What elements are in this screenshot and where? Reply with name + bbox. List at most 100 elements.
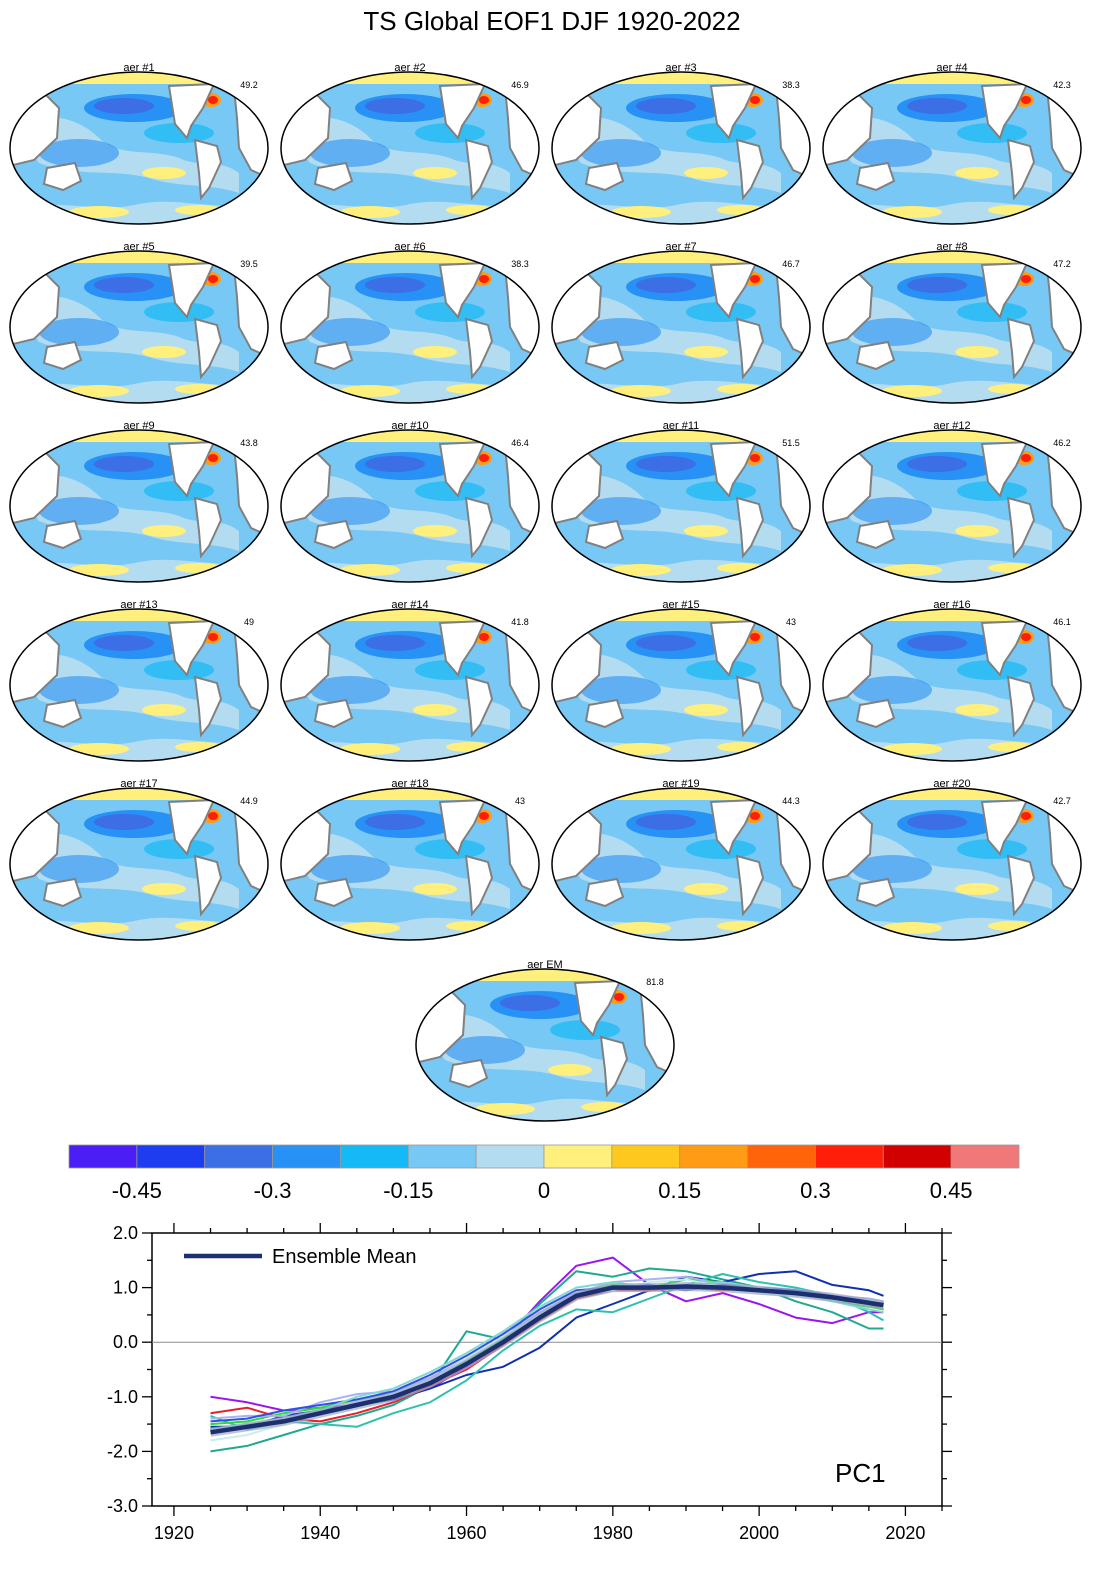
colorbar-swatch <box>204 1144 273 1169</box>
colorbar-swatch <box>679 1144 748 1169</box>
map-panel: aer #10 46.4 <box>280 420 540 586</box>
colorbar-swatch <box>340 1144 409 1169</box>
map-panel: aer #16 46.1 <box>822 599 1082 765</box>
ensemble-mean-line <box>210 1284 884 1435</box>
y-tick-label: 0.0 <box>113 1332 138 1352</box>
y-tick-label: -2.0 <box>107 1441 138 1461</box>
pc1-chart: 1920 1940 1960 1980 2000 2020 -3.0 -2.0 -1.0 0.0 1… <box>107 1223 952 1543</box>
colorbar-swatch <box>611 1144 681 1169</box>
panel-variance: 46.2 <box>1053 438 1071 448</box>
colorbar-tick-label: -0.15 <box>383 1178 433 1203</box>
colorbar-swatch <box>272 1144 341 1169</box>
colorbar-swatch <box>815 1144 884 1169</box>
panel-variance: 46.1 <box>1053 617 1071 627</box>
colorbar-swatch <box>950 1144 1020 1169</box>
map-panel: aer #15 43 <box>551 599 811 765</box>
map-panel: aer #6 38.3 <box>280 241 540 407</box>
world-map <box>280 247 540 407</box>
panel-label: aer #14 <box>391 599 428 611</box>
map-panel: aer EM 81.8 <box>415 959 675 1125</box>
colorbar-swatch <box>407 1144 477 1169</box>
panel-label: aer #3 <box>665 62 696 74</box>
figure-title: TS Global EOF1 DJF 1920-2022 <box>363 6 741 36</box>
map-panel: aer #7 46.7 <box>551 241 811 407</box>
panel-variance: 46.4 <box>511 438 529 448</box>
colorbar-tick-label: 0.3 <box>800 1178 831 1203</box>
panel-variance: 39.5 <box>240 259 258 269</box>
world-map <box>822 426 1082 586</box>
member-series-line <box>210 1273 884 1431</box>
panel-label: aer #15 <box>662 599 699 611</box>
panel-label: aer #8 <box>936 241 967 253</box>
x-tick-label: 2000 <box>739 1523 779 1543</box>
world-map <box>822 68 1082 228</box>
colorbar-tick-label: 0.15 <box>658 1178 701 1203</box>
panel-variance: 43 <box>515 796 525 806</box>
panel-label: aer EM <box>527 959 562 971</box>
panel-label: aer #16 <box>933 599 970 611</box>
colorbar-tick-label: 0 <box>538 1178 550 1203</box>
panel-label: aer #4 <box>936 62 967 74</box>
panel-label: aer #6 <box>394 241 425 253</box>
member-series-line <box>210 1267 884 1453</box>
world-map <box>9 784 269 944</box>
panel-label: aer #1 <box>123 62 154 74</box>
world-map <box>280 605 540 765</box>
world-map <box>822 784 1082 944</box>
panel-variance: 44.9 <box>240 796 258 806</box>
colorbar-tick-label: -0.45 <box>112 1178 162 1203</box>
colorbar-swatch <box>882 1144 952 1169</box>
panel-label: aer #9 <box>123 420 154 432</box>
y-tick-label: 1.0 <box>113 1278 138 1298</box>
colorbar-swatch <box>747 1144 816 1169</box>
world-map <box>551 784 811 944</box>
panel-variance: 44.3 <box>782 796 800 806</box>
legend-label: Ensemble Mean <box>272 1246 417 1268</box>
colorbar: -0.45 -0.3 -0.15 0 0.15 0.3 0.45 <box>68 1144 1020 1203</box>
colorbar-swatch <box>68 1144 138 1169</box>
world-map <box>9 247 269 407</box>
map-panel: aer #5 39.5 <box>9 241 269 407</box>
panel-variance: 47.2 <box>1053 259 1071 269</box>
map-panel: aer #19 44.3 <box>551 778 811 944</box>
colorbar-swatch <box>136 1144 206 1169</box>
panel-variance: 49 <box>244 617 254 627</box>
colorbar-swatch <box>543 1144 613 1169</box>
map-panel: aer #14 41.8 <box>280 599 540 765</box>
panel-label: aer #17 <box>120 778 157 790</box>
chart-title: PC1 <box>835 1458 886 1488</box>
panel-label: aer #2 <box>394 62 425 74</box>
world-map <box>551 426 811 586</box>
world-map <box>415 965 675 1125</box>
x-tick-label: 2020 <box>885 1523 925 1543</box>
panel-label: aer #19 <box>662 778 699 790</box>
panel-variance: 46.7 <box>782 259 800 269</box>
world-map <box>551 605 811 765</box>
y-tick-label: -3.0 <box>107 1496 138 1516</box>
y-tick-label: -1.0 <box>107 1387 138 1407</box>
panel-variance: 43 <box>786 617 796 627</box>
x-tick-label: 1940 <box>300 1523 340 1543</box>
colorbar-swatch <box>475 1144 545 1169</box>
panel-variance: 46.9 <box>511 80 529 90</box>
map-panel: aer #13 49 <box>9 599 269 765</box>
map-panel: aer #17 44.9 <box>9 778 269 944</box>
panel-label: aer #20 <box>933 778 970 790</box>
y-tick-label: 2.0 <box>113 1223 138 1243</box>
map-panel: aer #18 43 <box>280 778 540 944</box>
world-map <box>9 426 269 586</box>
map-panel: aer #20 42.7 <box>822 778 1082 944</box>
colorbar-tick-label: -0.3 <box>254 1178 292 1203</box>
world-map <box>9 68 269 228</box>
panel-label: aer #10 <box>391 420 428 432</box>
world-map <box>9 605 269 765</box>
world-map <box>280 426 540 586</box>
map-panel: aer #11 51.5 <box>551 420 811 586</box>
colorbar-tick-label: 0.45 <box>930 1178 973 1203</box>
panel-label: aer #12 <box>933 420 970 432</box>
world-map <box>822 605 1082 765</box>
panel-label: aer #13 <box>120 599 157 611</box>
map-panel: aer #3 38.3 <box>551 62 811 228</box>
panel-variance: 43.8 <box>240 438 258 448</box>
